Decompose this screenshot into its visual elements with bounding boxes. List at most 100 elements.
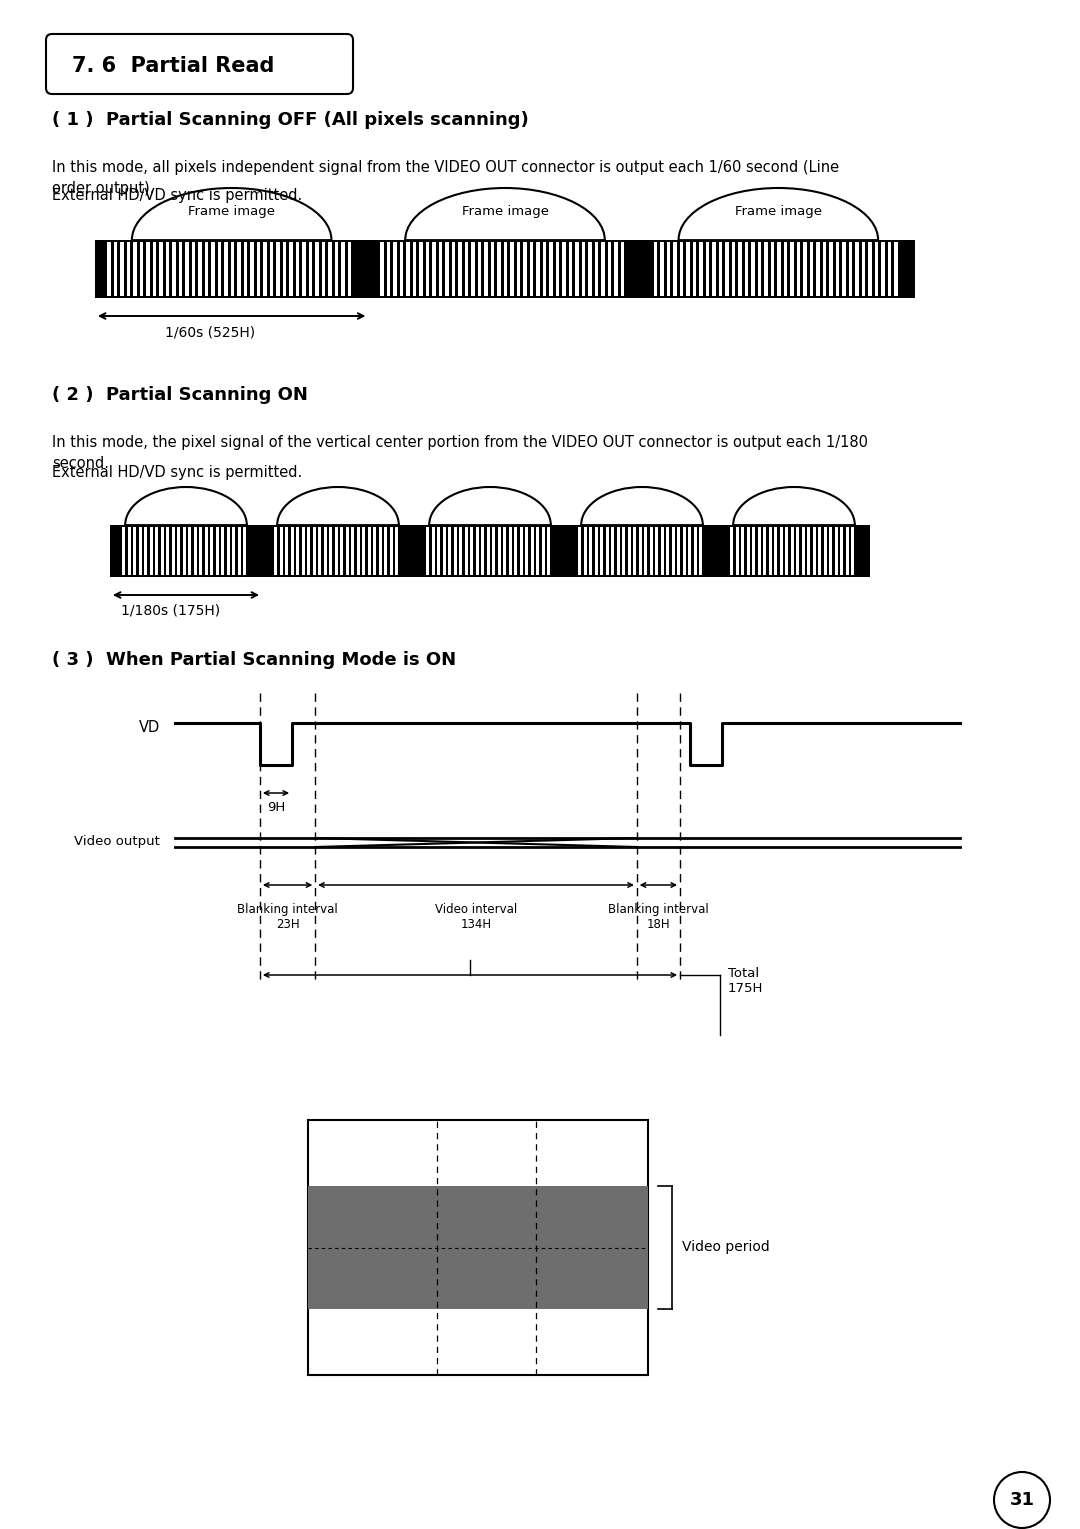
Bar (829, 528, 832, 575)
Bar (188, 528, 191, 575)
Bar (738, 242, 742, 297)
Bar (224, 242, 228, 297)
Bar (368, 240, 642, 298)
Bar (193, 528, 197, 575)
Bar (543, 242, 546, 297)
Bar (851, 528, 854, 575)
Bar (264, 242, 267, 297)
Bar (633, 528, 636, 575)
Bar (274, 528, 276, 575)
Bar (95, 240, 368, 298)
Bar (868, 242, 872, 297)
Bar (470, 528, 473, 575)
Text: 1/60s (525H): 1/60s (525H) (165, 326, 255, 339)
Bar (227, 528, 229, 575)
Bar (484, 242, 488, 297)
Bar (210, 528, 213, 575)
Bar (498, 528, 500, 575)
Bar (291, 528, 294, 575)
Bar (881, 242, 885, 297)
Bar (341, 242, 345, 297)
Circle shape (994, 1472, 1050, 1527)
Text: In this mode, all pixels independent signal from the VIDEO OUT connector is outp: In this mode, all pixels independent sig… (52, 161, 839, 196)
Bar (718, 242, 723, 297)
Text: External HD/VD sync is permitted.: External HD/VD sync is permitted. (52, 465, 302, 480)
Bar (445, 242, 449, 297)
Bar (329, 528, 332, 575)
Text: Frame image: Frame image (734, 205, 822, 219)
Bar (204, 528, 207, 575)
Text: Frame image: Frame image (188, 205, 275, 219)
Bar (454, 528, 457, 575)
Bar (270, 242, 273, 297)
Bar (517, 242, 521, 297)
Bar (735, 528, 739, 575)
Bar (774, 528, 777, 575)
Bar (308, 1187, 648, 1309)
Bar (519, 528, 523, 575)
Bar (204, 242, 208, 297)
Bar (144, 528, 147, 575)
Bar (617, 528, 620, 575)
Bar (340, 528, 343, 575)
Bar (199, 528, 202, 575)
Bar (127, 528, 131, 575)
Bar (797, 242, 800, 297)
Bar (673, 242, 677, 297)
Bar (426, 242, 430, 297)
Bar (705, 242, 710, 297)
Bar (849, 242, 852, 297)
Bar (217, 242, 221, 297)
Bar (595, 242, 598, 297)
Bar (791, 528, 794, 575)
Bar (198, 242, 202, 297)
Bar (627, 528, 631, 575)
Bar (666, 242, 671, 297)
Bar (133, 242, 136, 297)
Bar (514, 528, 517, 575)
Text: Video period: Video period (681, 1240, 770, 1254)
Bar (504, 242, 508, 297)
Text: External HD/VD sync is permitted.: External HD/VD sync is permitted. (52, 188, 302, 203)
Bar (718, 524, 870, 576)
Bar (346, 528, 349, 575)
Bar (692, 242, 697, 297)
Bar (829, 242, 833, 297)
Bar (296, 242, 299, 297)
Bar (757, 528, 760, 575)
Bar (730, 528, 733, 575)
Bar (280, 528, 283, 575)
Bar (846, 528, 849, 575)
Bar (276, 242, 280, 297)
Bar (594, 528, 597, 575)
Bar (146, 242, 149, 297)
Bar (348, 242, 351, 297)
Text: 31: 31 (1010, 1491, 1035, 1509)
Text: Video output: Video output (75, 835, 160, 849)
Bar (812, 528, 815, 575)
Bar (725, 242, 729, 297)
Bar (414, 524, 566, 576)
Bar (546, 528, 550, 575)
Bar (583, 528, 586, 575)
Bar (159, 242, 162, 297)
Bar (185, 242, 189, 297)
Bar (438, 242, 443, 297)
Bar (464, 242, 469, 297)
Bar (840, 528, 843, 575)
Text: Blanking interval
18H: Blanking interval 18H (608, 904, 708, 931)
Bar (122, 528, 125, 575)
Bar (113, 242, 117, 297)
Bar (464, 528, 468, 575)
Bar (161, 528, 163, 575)
Text: ( 2 )  Partial Scanning ON: ( 2 ) Partial Scanning ON (52, 385, 308, 404)
Bar (308, 1121, 648, 1375)
Bar (661, 528, 663, 575)
Bar (387, 242, 390, 297)
Bar (238, 528, 241, 575)
Bar (356, 528, 360, 575)
Bar (481, 528, 484, 575)
Bar (622, 528, 625, 575)
Bar (746, 528, 750, 575)
Bar (459, 528, 462, 575)
